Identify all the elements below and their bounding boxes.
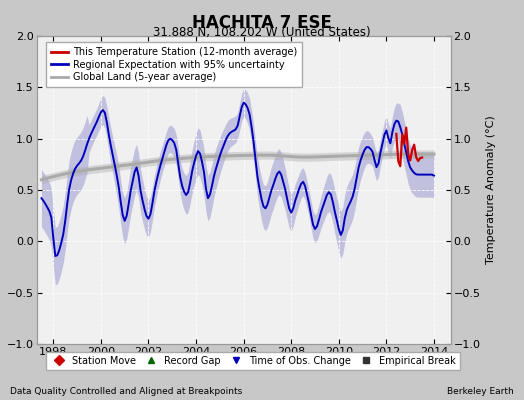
Text: Data Quality Controlled and Aligned at Breakpoints: Data Quality Controlled and Aligned at B… [10,387,243,396]
Legend: Station Move, Record Gap, Time of Obs. Change, Empirical Break: Station Move, Record Gap, Time of Obs. C… [46,352,460,370]
Text: HACHITA 7 ESE: HACHITA 7 ESE [192,14,332,32]
Text: Berkeley Earth: Berkeley Earth [447,387,514,396]
Text: 31.888 N, 108.202 W (United States): 31.888 N, 108.202 W (United States) [153,26,371,39]
Y-axis label: Temperature Anomaly (°C): Temperature Anomaly (°C) [486,116,496,264]
